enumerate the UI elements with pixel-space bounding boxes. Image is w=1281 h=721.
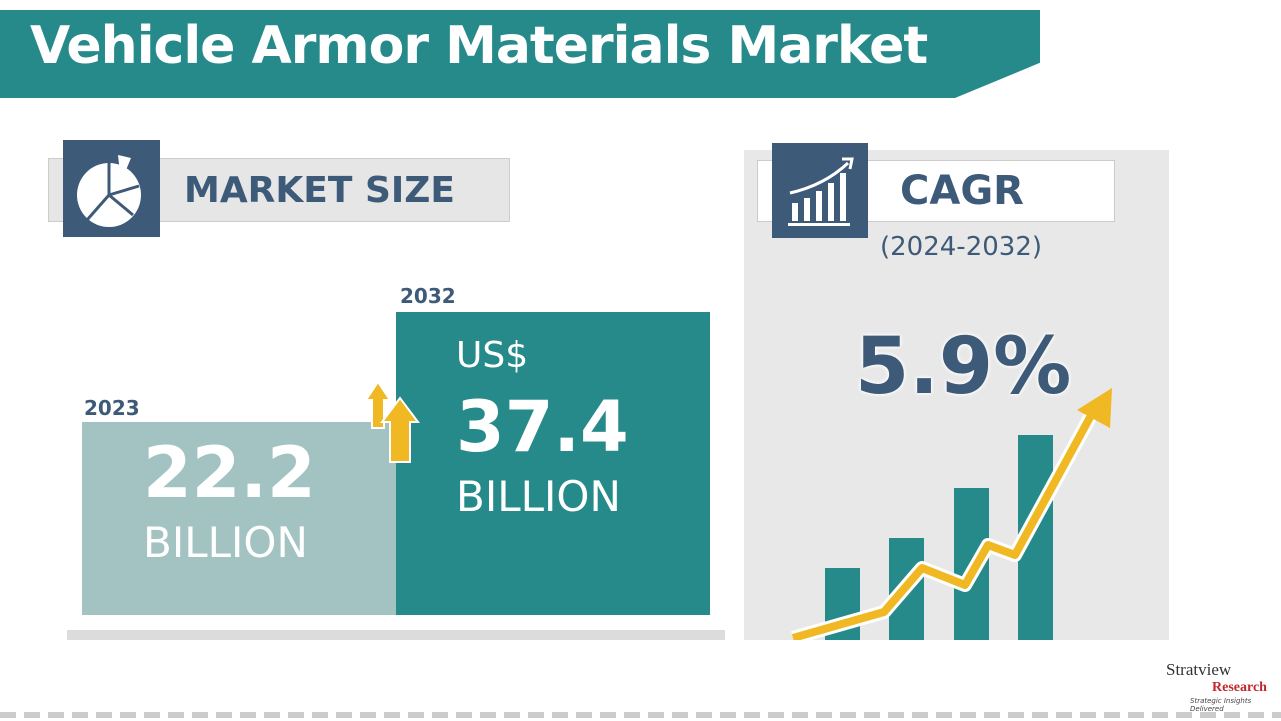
- logo-tagline: Strategic Insights Delivered: [1190, 697, 1252, 713]
- cagr-value: 5.9%: [855, 322, 1072, 412]
- cagr-label: CAGR: [900, 168, 1024, 214]
- year-2023: 2023: [84, 396, 140, 420]
- title-banner: [0, 10, 1040, 98]
- bar-growth-icon: [772, 143, 868, 238]
- growth-chart-illustration: [791, 388, 1112, 640]
- value-2023: 22.2: [143, 432, 316, 514]
- value-2032: 37.4: [456, 386, 629, 468]
- logo-sub: Research: [1212, 680, 1267, 695]
- page-title: Vehicle Armor Materials Market: [30, 16, 928, 76]
- footer-dashed-line: [0, 712, 1281, 718]
- logo-name: Stratview: [1166, 660, 1232, 679]
- bar-2023: [82, 422, 396, 615]
- unit-2032: BILLION: [456, 472, 621, 521]
- growth-arrows-icon: [364, 380, 420, 463]
- market-size-label: MARKET SIZE: [184, 170, 456, 211]
- pie-chart-icon: [63, 140, 160, 237]
- year-2032: 2032: [400, 284, 456, 308]
- unit-2023: BILLION: [143, 518, 308, 567]
- base-line: [67, 630, 725, 640]
- currency-2032: US$: [456, 335, 529, 376]
- cagr-period: (2024-2032): [880, 232, 1043, 262]
- bar-2032: [396, 312, 710, 615]
